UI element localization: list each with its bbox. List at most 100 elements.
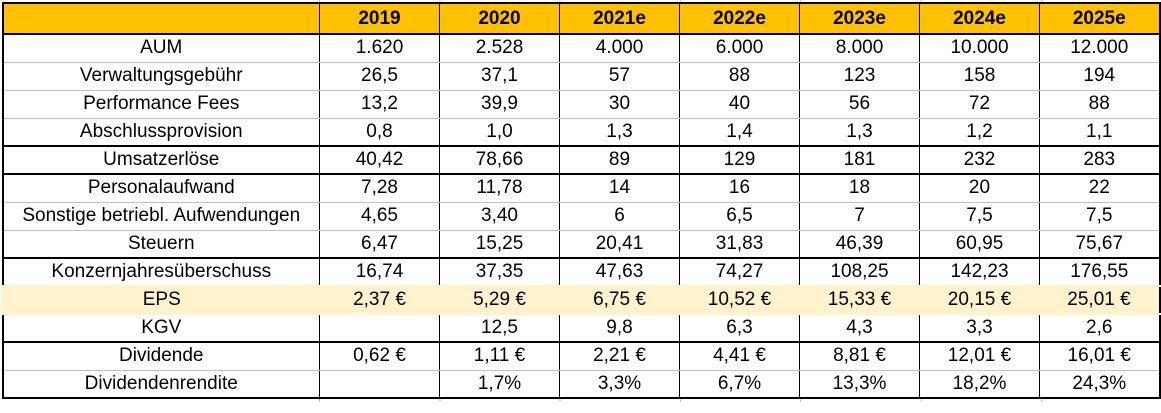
value-cell[interactable]: 0,62 €	[319, 341, 440, 371]
value-cell[interactable]: 56	[799, 89, 920, 119]
value-cell[interactable]: 4,3	[799, 313, 920, 343]
value-cell[interactable]: 26,5	[319, 61, 440, 91]
row-label[interactable]: Dividende	[2, 341, 320, 371]
value-cell[interactable]: 20	[919, 173, 1040, 203]
value-cell[interactable]: 1,3	[559, 117, 680, 147]
value-cell[interactable]: 9,8	[559, 313, 680, 343]
value-cell[interactable]: 6,3	[679, 313, 800, 343]
value-cell[interactable]: 6	[559, 201, 680, 231]
value-cell[interactable]: 7	[799, 201, 920, 231]
row-label[interactable]: Performance Fees	[2, 89, 320, 119]
value-cell[interactable]: 129	[679, 145, 800, 175]
value-cell[interactable]: 37,35	[439, 257, 560, 287]
value-cell[interactable]: 1,0	[439, 117, 560, 147]
value-cell[interactable]: 194	[1039, 61, 1160, 91]
value-cell[interactable]: 6,47	[319, 229, 440, 259]
column-header[interactable]: 2024e	[919, 2, 1040, 35]
value-cell[interactable]: 30	[559, 89, 680, 119]
value-cell[interactable]: 2.528	[439, 33, 560, 63]
value-cell[interactable]: 72	[919, 89, 1040, 119]
value-cell[interactable]	[319, 369, 440, 399]
value-cell[interactable]: 4,65	[319, 201, 440, 231]
value-cell[interactable]: 74,27	[679, 257, 800, 287]
row-label[interactable]: Dividendenrendite	[2, 369, 320, 399]
value-cell[interactable]: 75,67	[1039, 229, 1160, 259]
value-cell[interactable]: 3,3	[919, 313, 1040, 343]
value-cell[interactable]: 4,41 €	[679, 341, 800, 371]
value-cell[interactable]: 88	[1039, 89, 1160, 119]
value-cell[interactable]: 10.000	[919, 33, 1040, 63]
value-cell[interactable]: 20,41	[559, 229, 680, 259]
value-cell[interactable]: 40	[679, 89, 800, 119]
value-cell[interactable]: 1.620	[319, 33, 440, 63]
value-cell[interactable]: 46,39	[799, 229, 920, 259]
value-cell[interactable]: 12.000	[1039, 33, 1160, 63]
value-cell[interactable]: 158	[919, 61, 1040, 91]
value-cell[interactable]: 6,7%	[679, 369, 800, 399]
value-cell[interactable]	[319, 313, 440, 343]
value-cell[interactable]: 108,25	[799, 257, 920, 287]
row-label[interactable]: Abschlussprovision	[2, 117, 320, 147]
value-cell[interactable]: 39,9	[439, 89, 560, 119]
value-cell[interactable]: 25,01 €	[1039, 285, 1160, 315]
value-cell[interactable]: 57	[559, 61, 680, 91]
column-header[interactable]: 2021e	[559, 2, 680, 35]
row-label[interactable]: Umsatzerlöse	[2, 145, 320, 175]
value-cell[interactable]: 8,81 €	[799, 341, 920, 371]
value-cell[interactable]: 11,78	[439, 173, 560, 203]
value-cell[interactable]: 4.000	[559, 33, 680, 63]
value-cell[interactable]: 6.000	[679, 33, 800, 63]
value-cell[interactable]: 16	[679, 173, 800, 203]
value-cell[interactable]: 12,5	[439, 313, 560, 343]
value-cell[interactable]: 89	[559, 145, 680, 175]
value-cell[interactable]: 6,75 €	[559, 285, 680, 315]
value-cell[interactable]: 2,21 €	[559, 341, 680, 371]
value-cell[interactable]: 15,33 €	[799, 285, 920, 315]
value-cell[interactable]: 31,83	[679, 229, 800, 259]
value-cell[interactable]: 78,66	[439, 145, 560, 175]
column-header[interactable]: 2022e	[679, 2, 800, 35]
value-cell[interactable]: 181	[799, 145, 920, 175]
column-header[interactable]: 2023e	[799, 2, 920, 35]
value-cell[interactable]: 3,40	[439, 201, 560, 231]
row-label[interactable]: Personalaufwand	[2, 173, 320, 203]
value-cell[interactable]: 12,01 €	[919, 341, 1040, 371]
value-cell[interactable]: 13,2	[319, 89, 440, 119]
value-cell[interactable]: 1,11 €	[439, 341, 560, 371]
row-label[interactable]: Verwaltungsgebühr	[2, 61, 320, 91]
value-cell[interactable]: 60,95	[919, 229, 1040, 259]
value-cell[interactable]: 40,42	[319, 145, 440, 175]
value-cell[interactable]: 24,3%	[1039, 369, 1160, 399]
value-cell[interactable]: 18,2%	[919, 369, 1040, 399]
value-cell[interactable]: 232	[919, 145, 1040, 175]
value-cell[interactable]: 283	[1039, 145, 1160, 175]
value-cell[interactable]: 142,23	[919, 257, 1040, 287]
value-cell[interactable]: 1,2	[919, 117, 1040, 147]
value-cell[interactable]: 3,3%	[559, 369, 680, 399]
column-header[interactable]: 2019	[319, 2, 440, 35]
column-header[interactable]: 2025e	[1039, 2, 1160, 35]
value-cell[interactable]: 22	[1039, 173, 1160, 203]
value-cell[interactable]: 1,4	[679, 117, 800, 147]
row-label[interactable]: EPS	[1, 285, 320, 315]
value-cell[interactable]: 7,28	[319, 173, 440, 203]
row-label[interactable]: Konzernjahresüberschuss	[2, 257, 320, 287]
value-cell[interactable]: 47,63	[559, 257, 680, 287]
value-cell[interactable]: 20,15 €	[919, 285, 1040, 315]
value-cell[interactable]: 0,8	[319, 117, 440, 147]
value-cell[interactable]: 6,5	[679, 201, 800, 231]
value-cell[interactable]: 37,1	[439, 61, 560, 91]
value-cell[interactable]: 176,55	[1039, 257, 1160, 287]
value-cell[interactable]: 15,25	[439, 229, 560, 259]
value-cell[interactable]: 1,7%	[439, 369, 560, 399]
value-cell[interactable]: 8.000	[799, 33, 920, 63]
value-cell[interactable]: 2,6	[1039, 313, 1160, 343]
value-cell[interactable]: 1,3	[799, 117, 920, 147]
value-cell[interactable]: 123	[799, 61, 920, 91]
value-cell[interactable]: 2,37 €	[319, 285, 440, 315]
value-cell[interactable]: 88	[679, 61, 800, 91]
row-label[interactable]: Sonstige betriebl. Aufwendungen	[2, 201, 320, 231]
value-cell[interactable]: 7,5	[1039, 201, 1160, 231]
value-cell[interactable]: 5,29 €	[439, 285, 560, 315]
value-cell[interactable]: 16,01 €	[1039, 341, 1160, 371]
